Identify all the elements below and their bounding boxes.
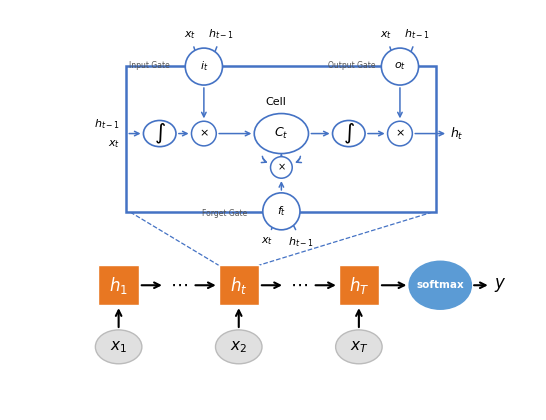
Text: $x_1$: $x_1$ <box>110 339 127 355</box>
Text: $h_1$: $h_1$ <box>109 275 128 296</box>
Text: $h_t$: $h_t$ <box>230 275 247 296</box>
Text: $h_t$: $h_t$ <box>450 126 464 142</box>
Text: $x_T$: $x_T$ <box>349 339 368 355</box>
Text: $C_t$: $C_t$ <box>274 126 289 141</box>
Text: $\times$: $\times$ <box>199 129 209 139</box>
Ellipse shape <box>254 113 308 154</box>
Text: $\times$: $\times$ <box>277 162 286 173</box>
Ellipse shape <box>333 121 365 147</box>
Text: $x_t$: $x_t$ <box>262 235 274 247</box>
Text: softmax: softmax <box>417 280 464 290</box>
Text: $x_2$: $x_2$ <box>230 339 247 355</box>
Ellipse shape <box>336 330 382 364</box>
FancyBboxPatch shape <box>339 265 379 305</box>
Text: $h_T$: $h_T$ <box>349 275 369 296</box>
Text: $f_t$: $f_t$ <box>277 205 286 218</box>
Text: $\cdots$: $\cdots$ <box>170 276 188 294</box>
FancyBboxPatch shape <box>218 265 259 305</box>
Text: $i_t$: $i_t$ <box>200 60 208 74</box>
Circle shape <box>192 121 216 146</box>
Text: Input Gate: Input Gate <box>129 60 170 70</box>
Circle shape <box>263 193 300 230</box>
FancyBboxPatch shape <box>126 66 436 212</box>
Text: Output Gate: Output Gate <box>328 60 376 70</box>
Ellipse shape <box>144 121 176 147</box>
Text: $y$: $y$ <box>495 276 507 294</box>
Text: $h_{t-1}$: $h_{t-1}$ <box>208 27 234 41</box>
Circle shape <box>388 121 412 146</box>
Ellipse shape <box>410 261 471 309</box>
Ellipse shape <box>216 330 262 364</box>
Text: $h_{t-1}$: $h_{t-1}$ <box>288 235 314 249</box>
Text: $x_t$: $x_t$ <box>108 139 120 150</box>
Text: Cell: Cell <box>266 97 287 107</box>
Text: $x_t$: $x_t$ <box>380 29 392 41</box>
Circle shape <box>185 48 222 85</box>
Text: $\times$: $\times$ <box>395 129 405 139</box>
Text: $x_t$: $x_t$ <box>184 29 196 41</box>
Text: Forget Gate: Forget Gate <box>201 209 247 218</box>
Circle shape <box>270 157 292 178</box>
Text: $h_{t-1}$: $h_{t-1}$ <box>94 118 120 131</box>
Text: $h_{t-1}$: $h_{t-1}$ <box>404 27 430 41</box>
Text: $\int$: $\int$ <box>153 121 165 146</box>
Ellipse shape <box>96 330 142 364</box>
Text: $\int$: $\int$ <box>343 121 355 146</box>
Text: $o_t$: $o_t$ <box>394 60 406 73</box>
Circle shape <box>381 48 419 85</box>
Text: $\cdots$: $\cdots$ <box>290 276 308 294</box>
FancyBboxPatch shape <box>98 265 139 305</box>
